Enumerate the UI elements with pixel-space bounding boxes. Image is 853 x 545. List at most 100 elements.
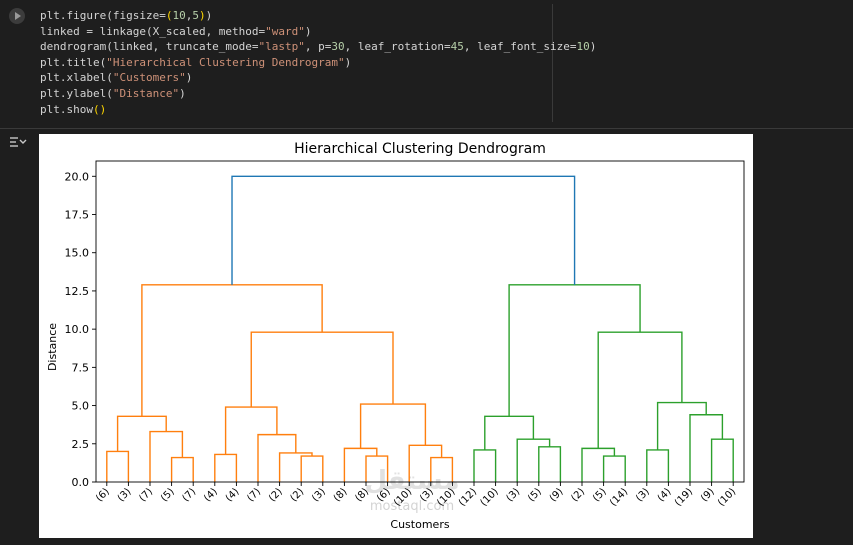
leaf-label: (4): [202, 486, 220, 504]
leaf-label: (9): [699, 486, 717, 504]
code-token: ): [589, 40, 597, 54]
code-token: linked = linkage(X_scaled, method=: [40, 24, 266, 38]
leaf-label: (14): [608, 486, 630, 508]
watermark-text: mostaql.com: [370, 499, 454, 514]
dendrogram-link: [602, 455, 626, 482]
leaf-label: (3): [505, 486, 523, 504]
code-token: "Hierarchical Clustering Dendrogram": [106, 55, 345, 69]
leaf-label: (3): [634, 486, 652, 504]
code-token: 45: [450, 40, 464, 54]
y-tick-label: 5.0: [72, 400, 90, 413]
leaf-label: (2): [267, 486, 285, 504]
code-token: 30: [331, 40, 345, 54]
code-token: ): [304, 24, 312, 38]
y-tick-label: 15.0: [65, 247, 90, 260]
chart-title: Hierarchical Clustering Dendrogram: [294, 141, 546, 157]
leaf-label: (4): [656, 486, 674, 504]
plot-output: Hierarchical Clustering Dendrogram مستقل…: [39, 134, 753, 538]
output-toggle-icon: [10, 137, 27, 147]
leaf-label: (4): [224, 486, 242, 504]
code-token: plt.ylabel(: [40, 87, 113, 100]
code-token: "Customers": [112, 71, 186, 85]
dendrogram-link: [170, 456, 194, 482]
code-token: 10: [172, 9, 186, 22]
code-token: , leaf_rotation=: [344, 40, 451, 54]
dendrogram-link: [250, 331, 394, 408]
dendrogram-link: [359, 403, 427, 449]
leaf-label: (3): [116, 486, 134, 504]
code-token: ): [185, 71, 193, 85]
run-cell-button[interactable]: [9, 8, 25, 24]
y-axis-label: Distance: [46, 323, 59, 371]
y-tick-label: 2.5: [72, 438, 90, 451]
dendrogram-link: [516, 438, 551, 482]
run-cell-icon: [15, 12, 21, 20]
code-token: 10: [576, 40, 590, 54]
dendrogram-link: [116, 415, 167, 452]
dendrogram-link: [710, 438, 734, 482]
leaf-label: (5): [591, 486, 609, 504]
code-token: plt.title(: [40, 55, 107, 69]
code-token: dendrogram(linked, truncate_mode=: [40, 40, 259, 54]
dendrogram-link: [473, 449, 497, 482]
code-line: plt.show(): [40, 102, 106, 118]
code-cell[interactable]: plt.figure(figsize=(10,5)) linked = linka…: [0, 0, 853, 128]
code-line: linked = linkage(X_scaled, method="ward"…: [40, 24, 312, 40]
code-line: plt.title("Hierarchical Clustering Dendr…: [40, 55, 351, 71]
dendrogram-link: [508, 284, 641, 417]
dendrogram-link: [300, 455, 324, 482]
y-tick-label: 7.5: [72, 361, 90, 374]
plot-frame: [95, 160, 745, 483]
dendrogram-link: [597, 331, 683, 449]
dendrogram-link: [224, 406, 278, 455]
code-line: plt.figure(figsize=(10,5)): [40, 8, 212, 24]
x-axis-label: Customers: [390, 518, 449, 531]
y-tick-label: 12.5: [65, 285, 90, 298]
code-token: , p=: [304, 40, 332, 54]
code-token: ): [344, 55, 352, 69]
code-token: (): [92, 102, 107, 116]
leaf-label: (19): [673, 486, 695, 508]
leaf-label: (5): [159, 486, 177, 504]
dendrogram-link: [484, 415, 535, 450]
dendrogram-link: [231, 175, 576, 285]
dendrogram-link: [106, 450, 130, 482]
code-line: plt.ylabel("Distance"): [40, 86, 186, 102]
code-token: "ward": [265, 24, 305, 38]
code-token: ): [179, 87, 186, 100]
y-tick-label: 10.0: [65, 323, 90, 336]
dendrogram-link: [214, 453, 238, 482]
leaf-label: (7): [181, 486, 199, 504]
y-tick-label: 20.0: [65, 170, 90, 183]
dendrogram-link: [278, 452, 313, 482]
code-token: "Distance": [112, 87, 180, 100]
dendrogram-link: [257, 433, 297, 482]
code-token: ): [205, 9, 213, 22]
leaf-label: (10): [716, 486, 738, 508]
code-token: plt.figure(figsize=: [40, 9, 166, 22]
leaf-label: (12): [457, 486, 479, 508]
dendrogram-link: [646, 449, 670, 482]
leaf-label: (10): [478, 486, 500, 508]
output-toggle-button[interactable]: [9, 134, 27, 150]
leaf-label: (8): [332, 486, 350, 504]
dendrogram-chart: Hierarchical Clustering Dendrogram مستقل…: [46, 141, 745, 531]
code-token: plt.show: [40, 102, 93, 116]
cell-divider: [0, 128, 853, 129]
code-editor[interactable]: plt.figure(figsize=(10,5)) linked = linka…: [32, 4, 596, 122]
leaf-label: (9): [548, 486, 566, 504]
dendrogram-link: [149, 430, 184, 482]
leaf-label: (2): [289, 486, 307, 504]
leaf-label: (2): [569, 486, 587, 504]
y-tick-label: 0.0: [72, 476, 90, 489]
code-token: "lastp": [258, 40, 305, 54]
dendrogram-link: [656, 401, 707, 450]
code-token: plt.xlabel(: [40, 71, 113, 85]
y-tick-label: 17.5: [65, 209, 90, 222]
leaf-label: (3): [310, 486, 328, 504]
dendrogram-link: [689, 414, 724, 482]
code-line: plt.xlabel("Customers"): [40, 70, 192, 86]
leaf-label: (7): [245, 486, 263, 504]
code-token: 5: [192, 9, 199, 22]
dendrogram-link: [581, 447, 616, 482]
